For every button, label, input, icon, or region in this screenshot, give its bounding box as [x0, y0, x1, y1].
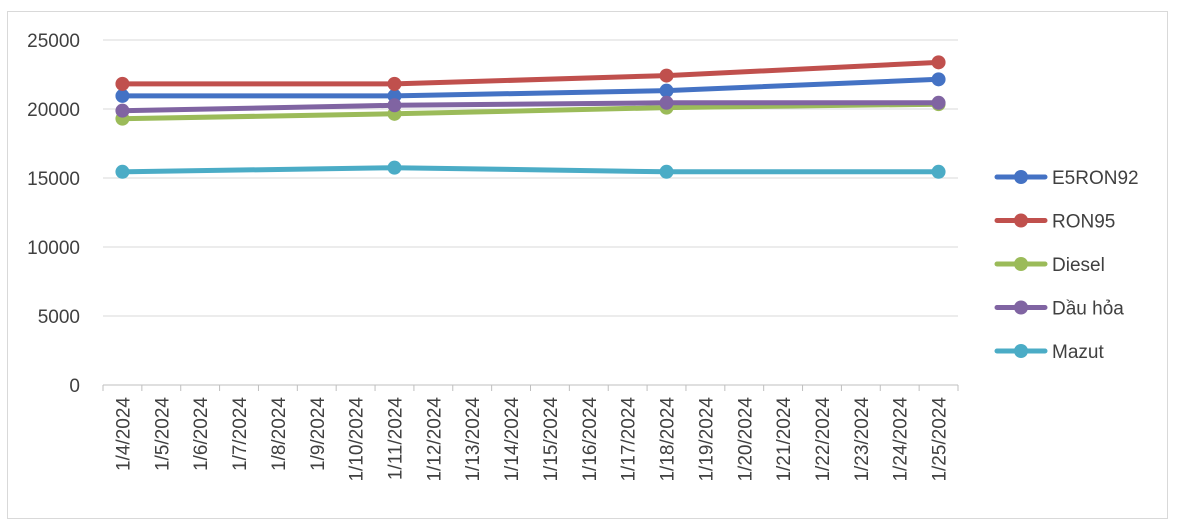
y-tick-label: 20000 [27, 100, 80, 121]
data-point [387, 98, 402, 113]
x-tick-label: 1/5/2024 [152, 397, 173, 471]
data-point [387, 76, 402, 91]
x-tick-label: 1/12/2024 [424, 397, 445, 482]
series-line [119, 165, 942, 175]
legend-marker [1014, 300, 1028, 315]
data-point [659, 68, 674, 83]
data-point [115, 103, 130, 118]
x-tick-label: 1/10/2024 [347, 397, 368, 482]
x-tick-label: 1/16/2024 [580, 397, 601, 482]
x-tick-label: 1/13/2024 [463, 397, 484, 482]
data-point [115, 88, 130, 103]
x-tick-label: 1/9/2024 [308, 397, 329, 471]
x-tick-label: 1/6/2024 [191, 397, 212, 471]
data-point [659, 164, 674, 179]
series-line [119, 59, 942, 87]
data-point [931, 55, 946, 70]
data-point [659, 83, 674, 98]
y-tick-label: 5000 [38, 307, 80, 328]
data-point [931, 72, 946, 87]
x-tick-label: 1/25/2024 [930, 397, 951, 482]
x-tick-label: 1/18/2024 [658, 397, 679, 482]
y-tick-label: 0 [69, 376, 80, 397]
legend-label: E5RON92 [1052, 168, 1139, 189]
data-point [115, 76, 130, 91]
x-tick-label: 1/4/2024 [113, 397, 134, 471]
x-tick-label: 1/11/2024 [385, 397, 406, 481]
legend-marker [1014, 257, 1028, 271]
series-line [119, 76, 942, 99]
y-tick-label: 25000 [27, 31, 80, 52]
y-tick-label: 10000 [27, 238, 80, 259]
x-tick-label: 1/21/2024 [774, 397, 795, 482]
x-tick-label: 1/17/2024 [619, 397, 640, 482]
x-tick-label: 1/20/2024 [735, 397, 756, 482]
series-line [119, 100, 942, 114]
legend-label: Mazut [1052, 342, 1104, 363]
x-tick-label: 1/24/2024 [891, 397, 912, 482]
legend-marker [1014, 170, 1028, 184]
data-point [115, 164, 130, 179]
x-tick-label: 1/8/2024 [269, 397, 290, 471]
x-tick-label: 1/7/2024 [230, 397, 251, 471]
legend-marker [1014, 344, 1028, 358]
x-tick-label: 1/23/2024 [852, 397, 873, 482]
y-tick-label: 15000 [27, 169, 80, 190]
series-line [119, 101, 942, 122]
data-point [931, 164, 946, 179]
x-tick-label: 1/19/2024 [696, 397, 717, 482]
x-tick-label: 1/14/2024 [502, 397, 523, 482]
data-point [931, 95, 946, 110]
legend-label: Dầu hỏa [1052, 299, 1124, 320]
x-tick-label: 1/22/2024 [813, 397, 834, 482]
data-point [659, 95, 674, 110]
x-tick-label: 1/15/2024 [541, 397, 562, 482]
legend-label: Diesel [1052, 255, 1105, 276]
data-point [387, 160, 402, 175]
legend-marker [1014, 213, 1028, 228]
legend-label: RON95 [1052, 212, 1115, 233]
